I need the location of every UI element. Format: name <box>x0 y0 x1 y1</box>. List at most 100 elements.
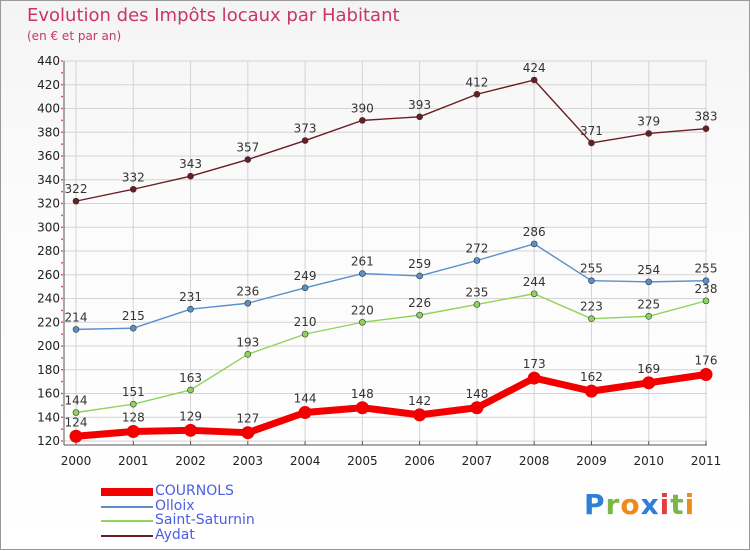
x-tick-label: 2004 <box>290 454 321 468</box>
data-label: 236 <box>236 284 259 298</box>
data-point <box>359 117 366 124</box>
y-axis-minor-dot <box>61 333 63 336</box>
y-tick-label: 220 <box>37 315 60 329</box>
y-axis-minor-dot <box>61 404 63 407</box>
data-label: 322 <box>65 182 88 196</box>
y-tick-label: 120 <box>37 434 60 448</box>
series-line-aydat <box>75 79 707 202</box>
logo-letter: r <box>605 488 621 521</box>
data-label: 371 <box>580 124 603 138</box>
y-axis-minor-dot <box>61 273 63 276</box>
data-label: 163 <box>179 371 202 385</box>
data-point <box>72 409 80 416</box>
data-point <box>126 425 140 438</box>
data-point <box>470 401 484 415</box>
data-point <box>702 277 710 284</box>
data-label: 142 <box>408 394 431 408</box>
data-point <box>645 313 653 320</box>
x-tick-label: 2001 <box>118 454 149 468</box>
y-tick-label: 380 <box>37 125 60 139</box>
data-labels: 322 332 343 357 373 390 393 412 424 371 379 383 214 2… <box>65 61 718 429</box>
data-label: 225 <box>637 297 660 311</box>
data-label: 393 <box>408 98 431 112</box>
y-axis-minor-dot <box>61 178 63 181</box>
data-point <box>416 272 423 280</box>
data-point <box>413 408 427 422</box>
y-axis-minor-dot <box>61 60 63 62</box>
data-point <box>72 326 80 333</box>
y-tick-label: 200 <box>37 339 60 353</box>
y-tick-label: 180 <box>37 363 60 377</box>
data-point <box>69 429 83 443</box>
data-label: 272 <box>465 242 488 256</box>
data-label: 129 <box>179 409 202 423</box>
data-point <box>301 137 309 144</box>
data-point <box>187 386 194 394</box>
y-axis-minor-dot <box>61 107 63 110</box>
data-point <box>298 406 312 419</box>
data-point <box>244 156 252 163</box>
grid <box>64 60 707 442</box>
y-tick-label: 340 <box>37 173 60 187</box>
data-point <box>359 270 366 277</box>
data-point <box>642 376 656 390</box>
y-tick-label: 160 <box>37 387 60 401</box>
series-line-saint-saturnin <box>75 293 707 414</box>
data-point <box>359 318 366 326</box>
data-label: 412 <box>465 75 488 89</box>
data-label: 210 <box>294 315 317 329</box>
data-label: 176 <box>695 354 718 368</box>
x-tick-label: 2003 <box>233 454 264 468</box>
data-label: 390 <box>351 101 374 115</box>
data-point <box>645 278 653 286</box>
data-label: 148 <box>465 387 488 401</box>
data-label: 151 <box>122 385 145 399</box>
data-label: 383 <box>695 110 718 124</box>
legend-swatch <box>101 505 153 508</box>
y-axis-minor-dot <box>61 83 63 86</box>
data-point <box>584 384 598 398</box>
series <box>69 76 713 443</box>
data-point <box>301 284 309 292</box>
data-point <box>301 330 309 338</box>
x-tick-label: 2006 <box>404 454 435 468</box>
data-point <box>473 257 481 264</box>
y-axis-minor-dot <box>61 285 63 288</box>
data-point <box>645 130 653 137</box>
data-label: 286 <box>523 225 546 239</box>
proxiti-logo: Proxiti <box>584 488 695 521</box>
data-point <box>530 76 538 84</box>
data-point <box>184 423 198 437</box>
data-point <box>416 113 423 121</box>
data-label: 249 <box>294 269 317 283</box>
x-tick-label: 2010 <box>633 454 664 468</box>
logo-letter: t <box>670 488 685 521</box>
data-point <box>129 400 137 408</box>
chart-title: Evolution des Impôts locaux par Habitant <box>27 5 400 26</box>
series-line-cournols <box>75 371 707 440</box>
axes: 120 140 160 180 200 220 240 260 280 300 320 340 360 3… <box>37 54 721 468</box>
data-label: 173 <box>523 357 546 371</box>
data-label: 223 <box>580 300 603 314</box>
legend-swatch <box>101 534 153 537</box>
y-axis-minor-dot <box>61 226 63 229</box>
x-tick-label: 2005 <box>347 454 378 468</box>
y-axis-minor-dot <box>61 356 63 359</box>
x-tick-label: 2007 <box>462 454 493 468</box>
y-tick-label: 440 <box>37 54 60 68</box>
data-label: 148 <box>351 387 374 401</box>
y-axis-minor-dot <box>61 416 63 419</box>
data-label: 214 <box>65 310 88 324</box>
data-point <box>187 172 194 180</box>
x-tick-label: 2009 <box>576 454 607 468</box>
y-axis-minor-dot <box>61 321 63 324</box>
y-tick-label: 280 <box>37 244 60 258</box>
y-axis-minor-dot <box>61 95 63 98</box>
y-axis-minor-dot <box>61 368 63 371</box>
y-axis-minor-dot <box>61 202 63 205</box>
data-point <box>473 301 481 308</box>
legend-label: Saint-Saturnin <box>155 512 255 528</box>
y-axis-minor-dot <box>61 166 63 169</box>
